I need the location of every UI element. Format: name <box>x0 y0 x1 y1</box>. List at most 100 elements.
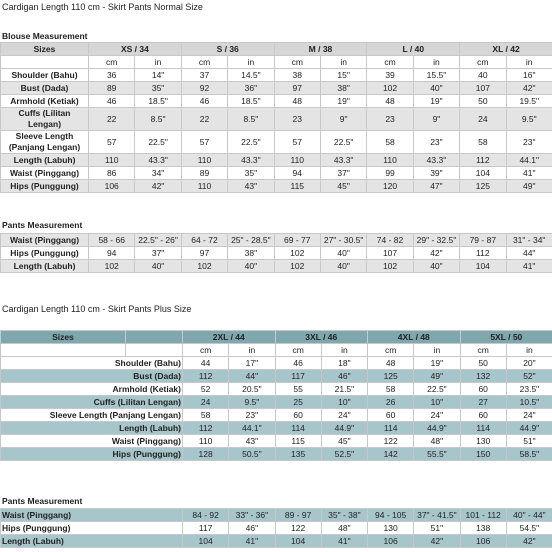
value: 60 <box>274 408 322 422</box>
value: 110 <box>273 153 321 167</box>
row-label: Hips (Punggung) <box>0 447 183 461</box>
value: 27" - 30.5" <box>319 233 368 247</box>
value: 40" <box>319 259 368 273</box>
row-label: Hips (Punggung) <box>0 246 89 260</box>
unit: cm <box>274 343 322 357</box>
size-header: M / 38 <box>273 42 368 56</box>
value: 46 <box>87 94 136 108</box>
value: 106 <box>459 534 507 548</box>
value: 42" <box>412 246 461 260</box>
value: 25 <box>274 395 322 409</box>
value: 40" <box>227 259 275 273</box>
unit: cm <box>87 55 136 69</box>
unit: in <box>228 343 276 357</box>
value: 37 <box>180 68 229 82</box>
row: Hips (Punggung) 106 42" 110 43" 115 45" 120 47" 1… <box>0 179 552 193</box>
value: 38 <box>273 68 321 82</box>
value: 55.5" <box>413 447 461 461</box>
value: 115 <box>274 434 322 448</box>
row: Waist (Pinggang) 86 34" 89 35" 94 37" 99 39" 104 4… <box>0 166 552 180</box>
value: 128 <box>181 447 230 461</box>
value: 89 <box>180 166 229 180</box>
value: 46" <box>320 369 369 383</box>
row: Waist (Pinggang) 58 - 66 22.5" - 26" 64 - 7… <box>0 233 552 247</box>
value: 43.3" <box>412 153 461 167</box>
row-label: Hips (Punggung) <box>0 521 184 535</box>
size-header: XL / 42 <box>459 42 552 56</box>
row-label: Bust (Dada) <box>0 369 183 383</box>
value: 40" <box>319 246 368 260</box>
value: 35" <box>227 166 275 180</box>
row-label: Length (Labuh) <box>0 153 89 167</box>
row-label: Armhold (Ketiak) <box>0 94 89 108</box>
value: 84 - 92 <box>182 508 230 522</box>
value: 22.5" <box>319 130 368 154</box>
unit: cm <box>459 55 507 69</box>
row-label: Length (Labuh) <box>0 259 89 273</box>
value: 115 <box>273 179 321 193</box>
size-header: XS / 34 <box>88 42 182 56</box>
value: 130 <box>459 434 507 448</box>
row: Hips (Punggung) 117 46" 122 48" 130 51" 138 54.5… <box>0 521 552 535</box>
value: 89 - 97 <box>274 508 322 522</box>
value: 42" <box>505 81 552 95</box>
value: 14" <box>134 68 182 82</box>
value: 45" <box>319 179 368 193</box>
value: 22.5" <box>413 382 461 396</box>
blouse-table: Sizes XS / 34 S / 36 M / 38 L / 40 XL / 42 cm i… <box>0 42 552 193</box>
value: 38" <box>227 246 275 260</box>
value: 50 <box>459 356 507 370</box>
value: 40" - 44" <box>505 508 552 522</box>
heading: Pants Measurement <box>2 220 83 230</box>
size-header: 5XL / 50 <box>459 330 552 344</box>
value: 48 <box>273 94 321 108</box>
unit: in <box>505 343 552 357</box>
unit: in <box>505 55 552 69</box>
header-cell: Sizes <box>0 42 89 56</box>
value: 40" <box>412 259 461 273</box>
unit: cm <box>459 343 507 357</box>
value: 46 <box>274 356 322 370</box>
value: 86 <box>87 166 136 180</box>
value: 125 <box>367 369 415 383</box>
value: 54.5" <box>505 521 552 535</box>
pants-table: Waist (Pinggang) 58 - 66 22.5" - 26" 64 - 7… <box>0 233 552 273</box>
unit: in <box>227 55 275 69</box>
value: 104 <box>459 166 507 180</box>
value: 55 <box>274 382 322 396</box>
value: 48 <box>366 94 414 108</box>
unit-row: cm in cm in cm in cm in <box>0 343 552 357</box>
unit: cm <box>181 343 230 357</box>
value: 20.5" <box>228 382 276 396</box>
value: 23 <box>366 107 414 131</box>
value: 52" <box>505 369 552 383</box>
value: 79 - 87 <box>459 233 507 247</box>
value: 94 - 105 <box>367 508 415 522</box>
value: 18.5" <box>227 94 275 108</box>
value: 22 <box>87 107 136 131</box>
unit: cm <box>180 55 229 69</box>
value: 44.1" <box>505 153 552 167</box>
value: 60 <box>459 408 507 422</box>
value: 47" <box>412 179 461 193</box>
value: 9" <box>412 107 461 131</box>
value: 22.5" <box>134 130 182 154</box>
value: 19.5" <box>505 94 552 108</box>
row-label: Waist (Pinggang) <box>0 434 183 448</box>
value: 48" <box>413 434 461 448</box>
header-row: Sizes XS / 34 S / 36 M / 38 L / 40 XL / 42 <box>0 42 552 56</box>
value: 107 <box>366 246 414 260</box>
row-label: Waist (Pinggang) <box>0 508 184 522</box>
value: 24" <box>413 408 461 422</box>
value: 20" <box>505 356 552 370</box>
value: 97 <box>273 81 321 95</box>
value: 49" <box>413 369 461 383</box>
value: 58 <box>459 130 507 154</box>
value: 58 <box>367 382 415 396</box>
row-label: Armhold (Ketiak) <box>0 382 183 396</box>
header-cell <box>125 330 183 344</box>
size-header: 2XL / 44 <box>182 330 276 344</box>
value: 23" <box>228 408 276 422</box>
row: Armhold (Ketiak) 46 18.5" 46 18.5" 48 19" 48 19"… <box>0 94 552 108</box>
value: 24 <box>181 395 230 409</box>
